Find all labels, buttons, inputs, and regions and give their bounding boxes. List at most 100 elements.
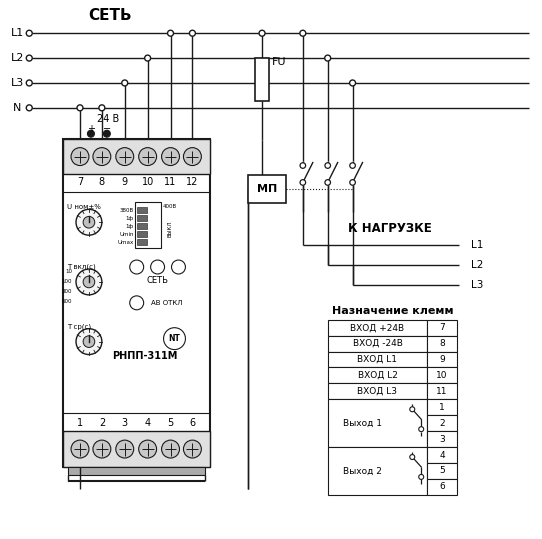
Text: +: + xyxy=(87,124,95,134)
Circle shape xyxy=(26,105,32,111)
Circle shape xyxy=(130,296,144,310)
Text: 4: 4 xyxy=(145,418,151,428)
Circle shape xyxy=(183,148,202,165)
Bar xyxy=(137,215,147,221)
Bar xyxy=(328,351,427,368)
Text: 24 В: 24 В xyxy=(97,114,119,124)
Circle shape xyxy=(350,179,356,185)
Text: Т вкл(с): Т вкл(с) xyxy=(67,264,96,270)
Text: Выход 2: Выход 2 xyxy=(343,466,382,475)
Bar xyxy=(63,431,210,467)
Text: L3: L3 xyxy=(471,280,483,290)
Text: СЕТЬ: СЕТЬ xyxy=(88,8,132,23)
Circle shape xyxy=(325,55,331,61)
Text: 300: 300 xyxy=(62,289,72,294)
Text: Umin: Umin xyxy=(119,232,134,237)
Circle shape xyxy=(410,407,415,412)
Circle shape xyxy=(410,454,415,460)
Text: РНПП-311М: РНПП-311М xyxy=(112,350,177,361)
Bar xyxy=(248,176,286,203)
Text: 6: 6 xyxy=(439,482,445,492)
Text: N: N xyxy=(13,103,22,113)
Bar xyxy=(427,447,457,463)
Circle shape xyxy=(325,163,331,168)
Circle shape xyxy=(350,80,356,86)
Circle shape xyxy=(419,474,424,479)
Text: 400В: 400В xyxy=(163,204,177,209)
Circle shape xyxy=(83,217,95,228)
Bar xyxy=(255,58,269,101)
Circle shape xyxy=(87,130,94,137)
Text: −: − xyxy=(103,124,111,134)
Circle shape xyxy=(300,179,306,185)
Circle shape xyxy=(26,55,32,61)
Circle shape xyxy=(145,55,151,61)
Circle shape xyxy=(71,148,89,165)
Circle shape xyxy=(116,148,134,165)
Circle shape xyxy=(83,336,95,348)
Circle shape xyxy=(99,105,105,111)
Text: Назначение клемм: Назначение клемм xyxy=(332,306,453,316)
Bar xyxy=(427,383,457,399)
Bar xyxy=(328,368,427,383)
Bar xyxy=(63,139,210,175)
Text: 9: 9 xyxy=(439,355,445,364)
Circle shape xyxy=(300,30,306,36)
Bar xyxy=(328,383,427,399)
Text: NT: NT xyxy=(169,334,180,343)
Text: ВХОД L1: ВХОД L1 xyxy=(357,355,397,364)
Text: ВХОД L3: ВХОД L3 xyxy=(357,387,397,396)
Circle shape xyxy=(350,163,356,168)
Text: 6: 6 xyxy=(189,418,196,428)
Circle shape xyxy=(122,80,128,86)
Text: СЕТЬ: СЕТЬ xyxy=(146,277,169,286)
Bar xyxy=(328,336,427,351)
Text: 11: 11 xyxy=(436,387,448,396)
Bar xyxy=(427,431,457,447)
Text: 7: 7 xyxy=(439,323,445,332)
Bar xyxy=(137,223,147,229)
Bar xyxy=(328,320,427,336)
Text: Выход 1: Выход 1 xyxy=(343,419,382,428)
Text: 10: 10 xyxy=(141,177,154,188)
Bar xyxy=(427,320,457,336)
Text: 10: 10 xyxy=(65,270,72,274)
Bar xyxy=(328,447,427,495)
Bar xyxy=(427,463,457,479)
Circle shape xyxy=(26,30,32,36)
Circle shape xyxy=(76,329,102,355)
Text: 3: 3 xyxy=(122,418,128,428)
Circle shape xyxy=(116,440,134,458)
Circle shape xyxy=(300,163,306,168)
Text: 4: 4 xyxy=(440,451,445,460)
Text: 10: 10 xyxy=(436,371,448,380)
Bar xyxy=(137,231,147,237)
Circle shape xyxy=(83,276,95,288)
Circle shape xyxy=(171,260,185,274)
Circle shape xyxy=(164,328,185,350)
Text: 600: 600 xyxy=(62,299,72,305)
Bar xyxy=(328,399,427,447)
Text: U ном±%: U ном±% xyxy=(67,204,101,210)
Circle shape xyxy=(93,148,111,165)
Text: ВХОД -24В: ВХОД -24В xyxy=(352,339,402,348)
Text: L3: L3 xyxy=(11,78,24,88)
Circle shape xyxy=(93,440,111,458)
Circle shape xyxy=(183,440,202,458)
Text: К НАГРУЗКЕ: К НАГРУЗКЕ xyxy=(347,222,431,234)
Bar xyxy=(427,415,457,431)
Circle shape xyxy=(419,427,424,432)
Circle shape xyxy=(71,440,89,458)
Circle shape xyxy=(76,269,102,295)
Text: FU: FU xyxy=(272,57,287,67)
Circle shape xyxy=(26,80,32,86)
Circle shape xyxy=(130,260,144,274)
Bar xyxy=(137,239,147,245)
Bar xyxy=(427,351,457,368)
Circle shape xyxy=(139,148,157,165)
Bar xyxy=(137,208,147,213)
Circle shape xyxy=(162,148,179,165)
Text: 100: 100 xyxy=(62,279,72,285)
Circle shape xyxy=(151,260,165,274)
Text: L1: L1 xyxy=(11,28,24,38)
